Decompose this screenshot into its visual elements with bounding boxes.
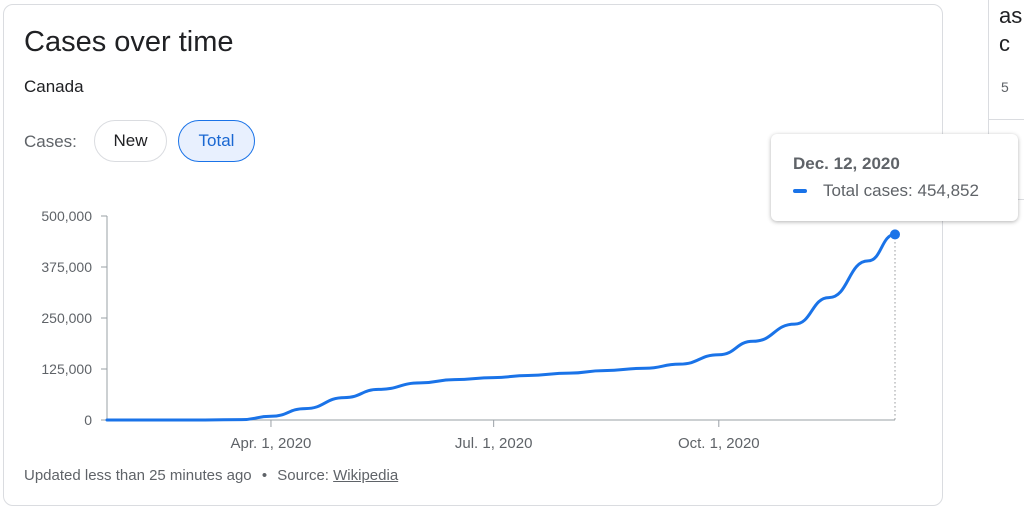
x-tick-label: Oct. 1, 2020 (678, 435, 760, 452)
side-card-line3: 5 (1001, 79, 1009, 95)
side-card-divider (989, 119, 1024, 120)
chart-footer: Updated less than 25 minutes ago • Sourc… (24, 467, 398, 484)
y-tick-label: 125,000 (41, 361, 92, 377)
series-line-total-cases (105, 232, 897, 422)
tooltip-date: Dec. 12, 2020 (793, 154, 900, 173)
cases-over-time-card (3, 4, 943, 506)
cases-toggle-label: Cases: (24, 132, 77, 151)
card-title: Cases over time (24, 26, 234, 58)
tooltip-value: Total cases: 454,852 (823, 181, 979, 200)
total-cases-button[interactable]: Total (178, 120, 255, 162)
source-link[interactable]: Wikipedia (333, 467, 399, 484)
new-cases-button[interactable]: New (94, 120, 167, 162)
tooltip-series-swatch (793, 189, 807, 193)
x-tick-label: Jul. 1, 2020 (455, 435, 533, 452)
x-tick-label: Apr. 1, 2020 (231, 435, 312, 452)
highlight-point (890, 229, 900, 240)
updated-text: Updated less than 25 minutes ago (24, 467, 252, 484)
y-tick-label: 0 (84, 412, 92, 428)
card-subtitle: Canada (24, 77, 84, 96)
side-card-line2: c (999, 31, 1010, 56)
source-label: Source: (277, 467, 329, 484)
chart-tooltip: Dec. 12, 2020 Total cases: 454,852 (771, 134, 1018, 221)
y-tick-label: 375,000 (41, 259, 92, 275)
y-tick-label: 250,000 (41, 310, 92, 326)
side-card-line1: as (999, 3, 1023, 28)
y-tick-label: 500,000 (41, 208, 92, 224)
footer-separator: • (261, 467, 268, 484)
